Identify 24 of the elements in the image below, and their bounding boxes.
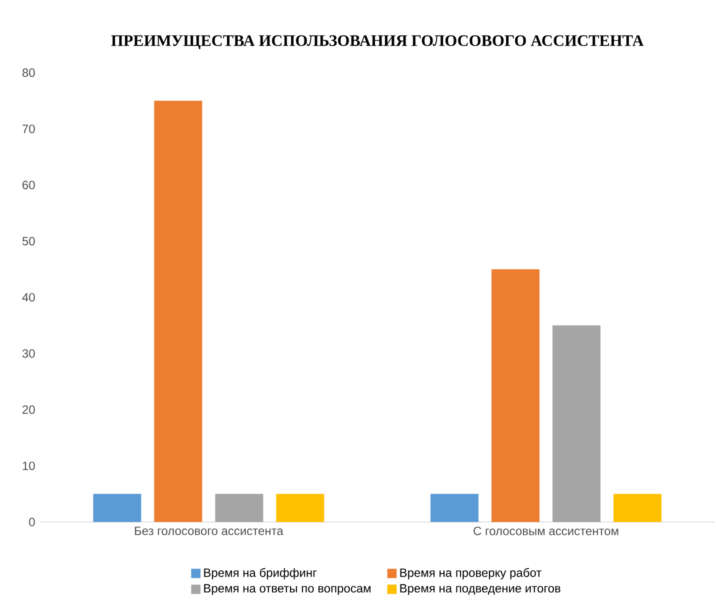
bar: [154, 100, 202, 522]
y-tick-label: 40: [22, 293, 35, 302]
bar: [430, 494, 479, 522]
y-tick-label: 10: [22, 462, 35, 470]
bar: [552, 325, 601, 522]
legend-label: Время на проверку работ: [400, 568, 542, 580]
legend-label: Время на бриффинг: [204, 568, 317, 580]
y-tick-label: 70: [22, 124, 35, 134]
bar: [215, 494, 264, 522]
x-tick-label: Без голосового ассистента: [134, 526, 284, 536]
y-tick-label: 30: [22, 349, 35, 358]
y-tick-label: 50: [22, 236, 35, 246]
bar: [276, 494, 324, 522]
bar: [93, 494, 142, 522]
y-tick-label: 80: [22, 68, 35, 77]
x-tick-label: С голосовым ассистентом: [474, 526, 618, 536]
legend-label: Время на ответы по вопросам: [204, 584, 370, 595]
y-tick-label: 60: [22, 180, 35, 190]
y-tick-label: 0: [29, 518, 35, 526]
bar: [492, 269, 540, 522]
legend-label: Время на подведение итогов: [400, 584, 560, 595]
chart-title: ПРЕИМУЩЕСТВА ИСПОЛЬЗОВАНИЯ ГОЛОСОВОГО АССИСТЕНТА: [111, 35, 644, 50]
y-tick-label: 20: [22, 405, 35, 414]
bar: [614, 494, 662, 522]
